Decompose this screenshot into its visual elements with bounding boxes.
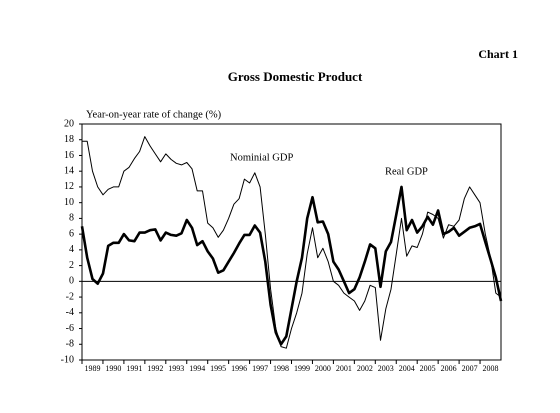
y-axis-label: Year-on-year rate of change (%): [86, 109, 222, 120]
series-line: [80, 185, 503, 346]
x-tick-label: 1996: [231, 364, 247, 373]
x-tick-label: 2007: [462, 364, 478, 373]
x-tick-label: 1990: [105, 364, 121, 373]
y-tick-label: 10: [64, 197, 74, 208]
x-tick-label: 2002: [357, 364, 373, 373]
x-tick-label: 2008: [483, 364, 499, 373]
y-tick-label: 2: [69, 260, 74, 271]
y-tick-label: 14: [64, 165, 74, 176]
chart-title: Gross Domestic Product: [228, 69, 363, 84]
y-tick-label: 6: [69, 228, 74, 239]
y-tick-label: 4: [69, 244, 74, 255]
y-tick-label: 0: [69, 276, 74, 287]
x-tick-label: 2004: [399, 364, 415, 373]
x-tick-label: 1998: [273, 364, 289, 373]
x-tick-label: 1993: [168, 364, 184, 373]
x-tick-label: 1994: [189, 364, 205, 373]
y-tick-label: -4: [66, 307, 74, 318]
series-annotation: Nominial GDP: [230, 152, 293, 163]
y-tick-label: -10: [61, 354, 74, 365]
y-tick-label: 18: [64, 134, 74, 145]
x-tick-label: 1997: [252, 364, 268, 373]
x-tick-label: 2001: [336, 364, 352, 373]
y-tick-label: 8: [69, 213, 74, 224]
x-tick-label: 2000: [315, 364, 331, 373]
x-tick-label: 2006: [441, 364, 457, 373]
y-tick-label: -8: [66, 339, 74, 350]
x-tick-label: 2005: [420, 364, 436, 373]
chart-label: Chart 1: [478, 47, 518, 61]
y-tick-label: -2: [66, 291, 74, 302]
series-line: [82, 136, 502, 349]
x-tick-label: 2003: [378, 364, 394, 373]
x-tick-label: 1989: [84, 364, 100, 373]
y-tick-label: 20: [64, 118, 74, 129]
series-annotation: Real GDP: [385, 166, 428, 177]
y-tick-label: -6: [66, 323, 74, 334]
y-tick-label: 16: [64, 150, 74, 161]
x-tick-label: 1995: [210, 364, 226, 373]
x-tick-label: 1991: [126, 364, 142, 373]
x-tick-label: 1999: [294, 364, 310, 373]
x-tick-label: 1992: [147, 364, 163, 373]
y-tick-label: 12: [64, 181, 74, 192]
